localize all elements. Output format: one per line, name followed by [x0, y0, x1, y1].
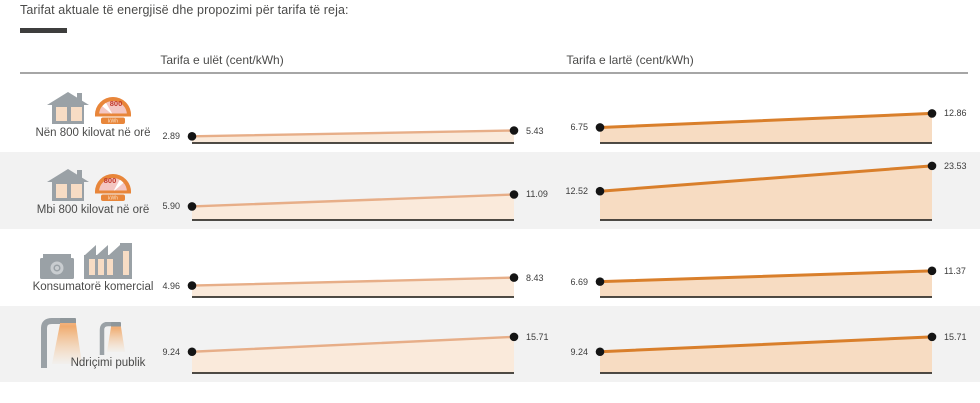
factory-icon: [84, 243, 132, 279]
value-current: 4.96: [162, 280, 180, 291]
street-lamp-small-icon: [99, 322, 125, 355]
slope-line: [187, 273, 519, 298]
value-current: 9.24: [162, 346, 180, 357]
street-lamp-icon: [41, 318, 82, 368]
slope-chart-low: 4.96 8.43: [162, 229, 544, 306]
row-label: Nën 800 kilovat në orë: [35, 127, 151, 139]
value-current: 5.90: [162, 201, 180, 212]
slope-chart-low: 2.89 5.43: [162, 75, 544, 152]
row-label: Ndriçimi publik: [70, 357, 146, 369]
slope-chart-high: 12.52 23.53: [565, 152, 967, 229]
gauge-value-label: 800: [104, 176, 117, 185]
slope-chart-low: 5.90 11.09: [162, 152, 548, 229]
slope-chart-low: 9.24 15.71: [162, 306, 549, 382]
value-proposed: 11.37: [944, 265, 966, 276]
slope-line: [595, 266, 937, 298]
row-label: Mbi 800 kilovat në orë: [36, 204, 150, 216]
column-header-high-tariff: Tarifa e lartë (cent/kWh): [566, 53, 694, 67]
house-icon: [47, 169, 89, 201]
value-current: 2.89: [162, 131, 180, 142]
header-divider: [20, 72, 968, 74]
value-current: 6.75: [570, 122, 588, 133]
slope-line: [595, 161, 937, 221]
table-row: 800 kWh Nën 800 kilovat në orë 2.89 5.43…: [0, 75, 980, 152]
title-underline-bar: [20, 28, 67, 33]
value-proposed: 12.86: [944, 108, 967, 119]
cash-register-icon: [40, 254, 74, 279]
gauge-under-800-icon: 800 kWh: [95, 97, 131, 125]
table-row: 800 kWh Mbi 800 kilovat në orë 5.90 11.0…: [0, 152, 980, 229]
value-current: 6.69: [570, 276, 588, 287]
house-icon: [47, 92, 89, 124]
table-row: Ndriçimi publik 9.24 15.71 9.24 15.71: [0, 306, 980, 382]
table-row: Konsumatorë komercial 4.96 8.43 6.69 11.…: [0, 229, 980, 306]
slope-line: [187, 190, 519, 221]
value-proposed: 23.53: [944, 160, 967, 171]
slope-chart-high: 6.75 12.86: [570, 75, 967, 152]
slope-line: [187, 332, 519, 374]
value-proposed: 8.43: [526, 272, 544, 283]
value-current: 9.24: [570, 346, 588, 357]
slope-chart-high: 9.24 15.71: [570, 306, 967, 382]
gauge-over-800-icon: 800 kWh: [95, 174, 131, 202]
value-proposed: 15.71: [526, 331, 549, 342]
page-title: Tarifat aktuale të energjisë dhe propozi…: [20, 3, 349, 17]
value-proposed: 11.09: [526, 189, 548, 200]
value-proposed: 5.43: [526, 125, 544, 136]
slope-line: [595, 109, 937, 144]
row-label: Konsumatorë komercial: [32, 281, 154, 293]
gauge-unit-label: kWh: [108, 119, 118, 125]
slope-line: [187, 126, 519, 144]
gauge-value-label: 800: [110, 99, 123, 108]
value-proposed: 15.71: [944, 331, 967, 342]
column-header-low-tariff: Tarifa e ulët (cent/kWh): [160, 53, 284, 67]
slope-line: [595, 332, 937, 374]
gauge-unit-label: kWh: [108, 196, 118, 202]
slope-chart-high: 6.69 11.37: [570, 229, 966, 306]
value-current: 12.52: [565, 186, 588, 197]
